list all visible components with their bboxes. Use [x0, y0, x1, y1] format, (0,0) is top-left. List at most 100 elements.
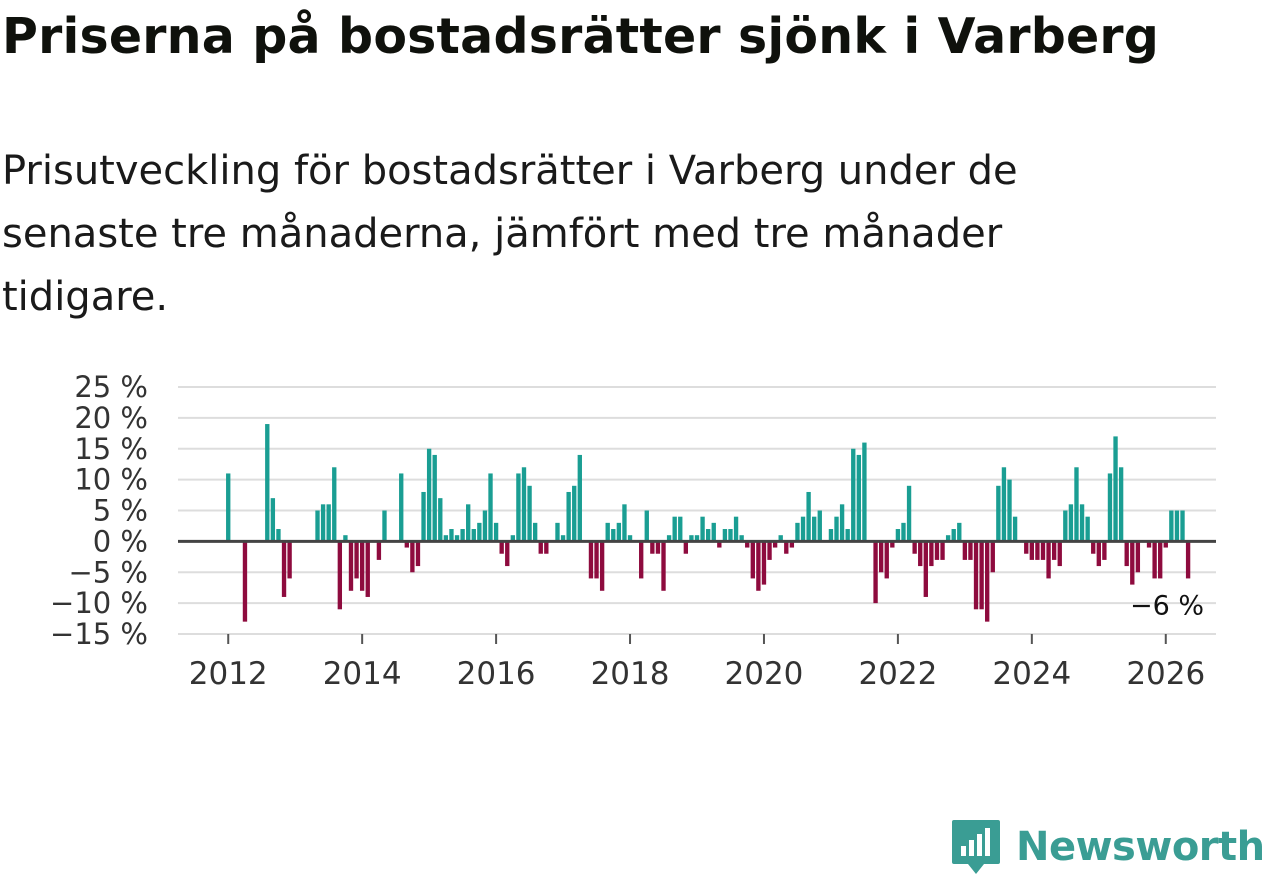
bar [895, 529, 901, 542]
bar [666, 535, 672, 542]
bar [945, 535, 951, 542]
bar [1091, 541, 1096, 554]
bar [851, 448, 856, 542]
bar [856, 454, 862, 542]
y-tick-label: −15 % [50, 617, 148, 651]
bar [1118, 467, 1124, 542]
x-tick-label: 2024 [992, 656, 1071, 692]
bar [767, 541, 772, 560]
bar [940, 541, 945, 560]
bar [1113, 436, 1118, 542]
bar [438, 498, 443, 542]
bar [650, 541, 655, 554]
bar [1024, 541, 1029, 554]
bar [717, 541, 722, 548]
bar [382, 510, 387, 542]
bar [678, 516, 683, 542]
bar [817, 510, 822, 542]
bar [884, 541, 889, 579]
bar [772, 541, 778, 548]
bar [789, 541, 795, 548]
bar [655, 541, 661, 554]
bar [745, 541, 750, 548]
bar [242, 541, 248, 622]
bar [962, 541, 968, 560]
bar [354, 541, 359, 579]
bar [890, 541, 895, 548]
bar [778, 535, 783, 542]
bar [588, 541, 594, 579]
bar [315, 510, 320, 542]
bar [800, 516, 806, 542]
bar [359, 541, 365, 591]
bar [281, 541, 287, 597]
x-tick-label: 2014 [323, 656, 402, 692]
bar [1012, 516, 1018, 542]
bar [415, 541, 421, 567]
bar [1102, 541, 1107, 560]
bar [756, 541, 761, 591]
bar [510, 535, 516, 542]
bar [1079, 504, 1085, 542]
bar [1085, 516, 1090, 542]
bar [985, 541, 990, 622]
bar [1001, 467, 1007, 542]
bar [599, 541, 605, 591]
y-tick-label: 20 % [74, 401, 148, 435]
bar [639, 541, 644, 579]
bar [700, 516, 705, 542]
bar [421, 491, 426, 542]
bar [265, 424, 270, 542]
bar [572, 485, 577, 542]
bar [683, 541, 689, 554]
bar [611, 529, 616, 542]
bar [499, 541, 504, 554]
y-tick-label: −5 % [68, 555, 148, 589]
bar [957, 522, 962, 542]
bar [968, 541, 973, 560]
x-tick-label: 2026 [1126, 656, 1205, 692]
bar [644, 510, 649, 542]
bar [689, 535, 694, 542]
bar [605, 522, 610, 542]
bar [1057, 541, 1062, 567]
bar [1029, 541, 1035, 560]
y-tick-label: 15 % [74, 432, 148, 466]
bar [1146, 541, 1152, 548]
x-tick-label: 2016 [457, 656, 536, 692]
bar [973, 541, 979, 610]
bar [834, 516, 839, 542]
bar [270, 498, 276, 542]
bar [443, 535, 449, 542]
bar [990, 541, 995, 573]
bar [1124, 541, 1129, 567]
bar [996, 485, 1001, 542]
bar [806, 491, 811, 542]
bar [979, 541, 984, 610]
bar [934, 541, 940, 560]
bar [1185, 541, 1191, 579]
bar [784, 541, 789, 554]
bar [627, 535, 633, 542]
bar [761, 541, 767, 585]
bar [1046, 541, 1051, 579]
bar [449, 529, 454, 542]
bar [1063, 510, 1068, 542]
y-tick-label: 0 % [93, 524, 148, 558]
bar [1152, 541, 1157, 579]
bar [493, 522, 499, 542]
bar [471, 529, 476, 542]
bar [739, 535, 744, 542]
bar [460, 529, 465, 542]
bar [560, 535, 566, 542]
bar [901, 522, 906, 542]
bar [1169, 510, 1174, 542]
last-value-label: −6 % [1130, 590, 1204, 621]
bar [404, 541, 409, 548]
y-tick-label: 5 % [93, 494, 148, 528]
bar [505, 541, 510, 567]
bar [622, 504, 627, 542]
bar [538, 541, 543, 554]
bar [1068, 504, 1074, 542]
bar [466, 504, 471, 542]
